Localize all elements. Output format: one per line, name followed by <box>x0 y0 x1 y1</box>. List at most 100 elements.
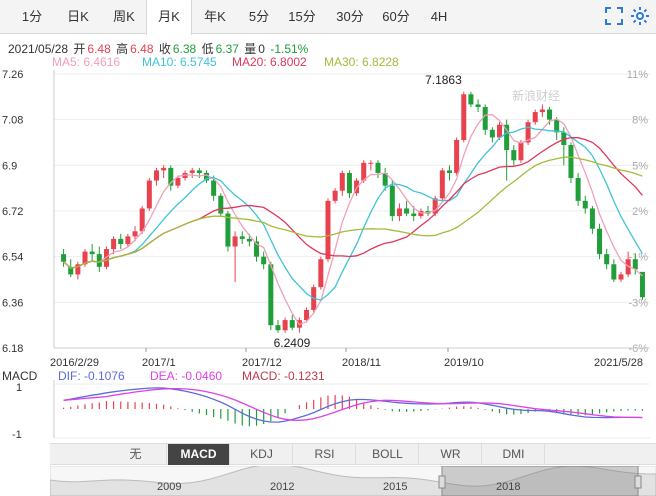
tab-4h[interactable]: 4H <box>430 9 448 24</box>
fullscreen-icon[interactable] <box>604 6 624 26</box>
tab-1min[interactable]: 1分 <box>21 9 43 24</box>
candle-body <box>361 162 367 181</box>
tab-5min[interactable]: 5分 <box>248 9 270 24</box>
x-tick-label: 2017/1 <box>142 357 176 369</box>
candle-body <box>61 254 67 262</box>
time-navigator[interactable]: 2009 2012 2015 2018 <box>50 466 656 496</box>
tab-daily-k[interactable]: 日K <box>67 9 89 24</box>
y-tick-label: 6.9 <box>2 160 17 172</box>
candle-body <box>325 200 331 260</box>
candle-body <box>404 208 410 214</box>
candle-body <box>396 208 402 217</box>
close-value: 6.38 <box>172 42 197 56</box>
candle-body <box>125 236 131 244</box>
tab-30min[interactable]: 30分 <box>336 9 364 24</box>
volume-label: 量 <box>244 42 257 56</box>
change-percent: -1.51% <box>270 42 309 56</box>
candle-body <box>547 109 553 120</box>
candle-body <box>203 172 210 181</box>
tab-yearly-k[interactable]: 年K <box>204 9 226 24</box>
navigator-handle-right <box>634 475 642 489</box>
indicator-tab-none[interactable]: 无 <box>105 444 167 465</box>
candle-body <box>475 104 481 107</box>
navigator-selection <box>441 466 639 496</box>
high-value: 6.48 <box>130 42 154 56</box>
x-tick-label: 2016/2/29 <box>50 357 99 369</box>
y-pct-tick-label: 2% <box>632 206 648 218</box>
y-pct-tick-label: -1% <box>628 252 648 264</box>
candle-body <box>82 251 88 265</box>
indicator-tab-macd[interactable]: MACD <box>168 444 230 465</box>
candle-body <box>504 124 510 151</box>
candle-body <box>482 106 488 130</box>
tab-60min[interactable]: 60分 <box>382 9 410 24</box>
candle-body <box>411 213 417 217</box>
candle-body <box>568 145 574 179</box>
low-annotation: 6.2409 <box>274 336 311 350</box>
candle-body <box>153 170 159 181</box>
candle-body <box>289 320 295 328</box>
high-annotation: 7.1863 <box>425 73 462 87</box>
macd-legend: MACD DIF: -0.1076 DEA: -0.0460 MACD: -0.… <box>2 369 325 383</box>
y-tick-label: 6.18 <box>2 343 23 355</box>
candle-body <box>175 178 181 186</box>
candle-body <box>118 238 124 244</box>
tab-monthly-k[interactable]: 月K <box>146 0 192 35</box>
candle-body <box>239 236 245 239</box>
settings-icon[interactable] <box>630 6 650 26</box>
candle-body <box>446 170 452 173</box>
candle-body <box>611 264 617 280</box>
navigator-year-label: 2015 <box>383 481 407 493</box>
indicator-tab-wr[interactable]: WR <box>420 444 482 465</box>
candle-body <box>597 228 603 255</box>
candle-body <box>168 167 174 186</box>
candle-body <box>304 309 310 321</box>
tab-15min[interactable]: 15分 <box>288 9 316 24</box>
candle-body <box>339 172 345 191</box>
y-pct-tick-label: -3% <box>628 297 648 309</box>
candle-body <box>382 172 388 186</box>
candle-body <box>532 112 538 123</box>
candle-body <box>211 180 217 196</box>
close-label: 收 <box>158 42 171 56</box>
candle-body <box>275 325 281 331</box>
dif-line <box>63 387 643 423</box>
candle-body <box>261 256 267 265</box>
x-tick-label: 2017/12 <box>242 357 282 369</box>
candle-body <box>146 180 152 209</box>
candle-body <box>232 236 238 247</box>
candle-body <box>161 167 167 171</box>
indicator-tab-dmi[interactable]: DMI <box>483 444 545 465</box>
candle-body <box>525 122 531 143</box>
candle-body <box>218 195 224 214</box>
candle-body <box>618 274 624 280</box>
y-tick-label: 6.36 <box>2 297 23 309</box>
ma10-legend: MA10: 6.5745 <box>142 55 217 69</box>
candle-body <box>254 241 260 257</box>
x-tick-label: 2019/10 <box>444 357 484 369</box>
candle-body <box>268 264 274 326</box>
x-tick-label: 2018/11 <box>342 357 381 369</box>
y-tick-label: 6.72 <box>2 206 23 218</box>
candle-body <box>246 238 252 242</box>
open-label: 开 <box>73 42 86 56</box>
candle-body <box>575 178 581 201</box>
ma10-line <box>63 126 643 301</box>
dea-line <box>63 387 643 421</box>
candle-body <box>346 172 352 194</box>
indicator-tab-kdj[interactable]: KDJ <box>231 444 293 465</box>
indicator-tab-boll[interactable]: BOLL <box>357 444 419 465</box>
navigator-year-label: 2012 <box>270 481 294 493</box>
indicator-tab-rsi[interactable]: RSI <box>294 444 356 465</box>
candle-body <box>225 213 231 247</box>
candle-body <box>554 119 560 133</box>
macd-value-legend: MACD: -0.1231 <box>242 369 325 383</box>
candle-body <box>604 254 610 265</box>
low-value: 6.37 <box>215 42 239 56</box>
y-tick-label: 7.26 <box>2 69 23 81</box>
dif-legend: DIF: -0.1076 <box>58 369 125 383</box>
candle-body <box>375 162 381 173</box>
tab-weekly-k[interactable]: 周K <box>113 9 135 24</box>
